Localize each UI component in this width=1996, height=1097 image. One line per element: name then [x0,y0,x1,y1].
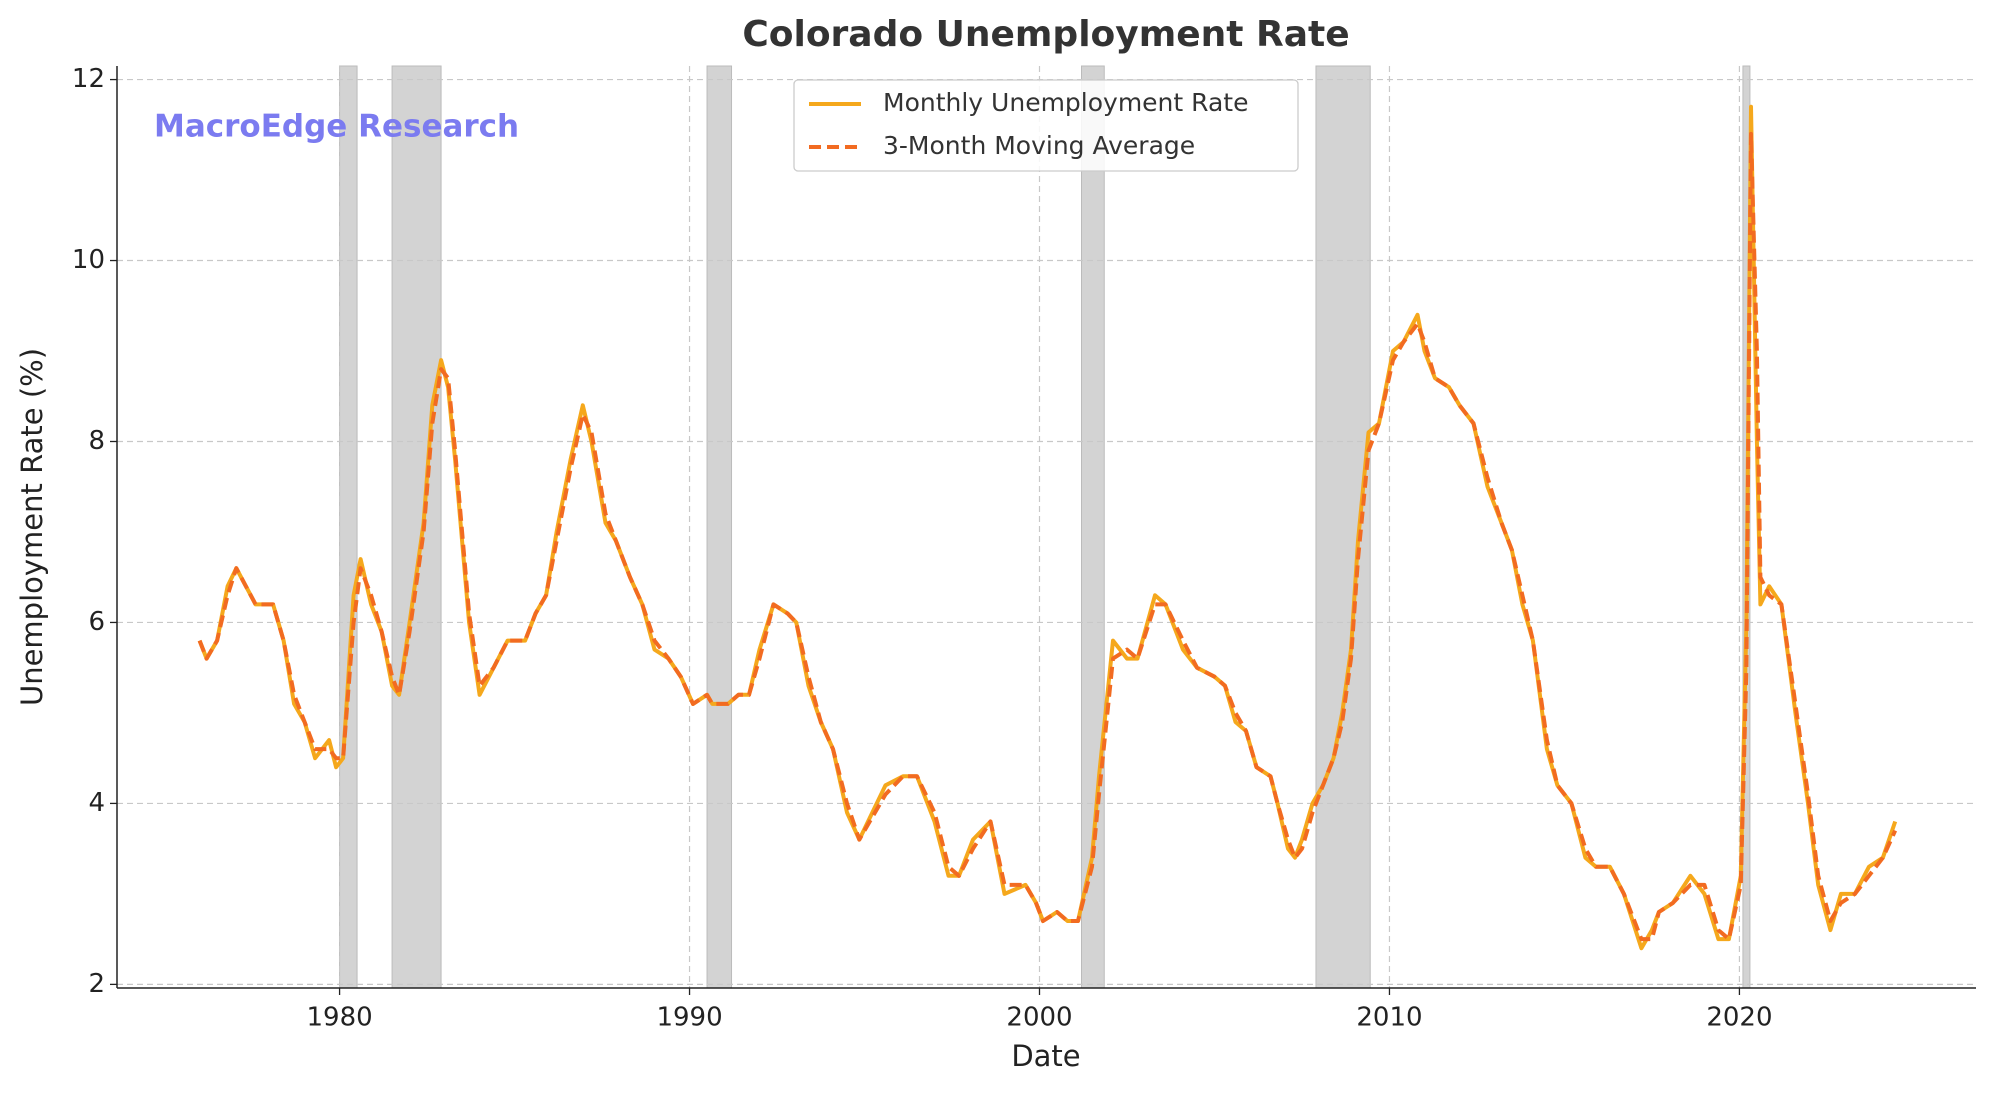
x-tick-label: 1980 [306,1003,372,1033]
y-tick-label: 8 [88,426,105,456]
legend-label: Monthly Unemployment Rate [883,88,1248,117]
x-axis-label: Date [1011,1039,1080,1073]
series-line [197,131,1898,942]
shaded-period [391,65,442,989]
y-tick-label: 4 [88,788,105,818]
y-tick-label: 12 [72,64,105,94]
chart-title: Colorado Unemployment Rate [742,14,1349,55]
y-axis-label: Unemployment Rate (%) [15,348,49,706]
y-tick-label: 2 [88,969,105,999]
x-tick-label: 2000 [1006,1003,1072,1033]
y-tick-label: 6 [88,607,105,637]
x-tick-label: 2010 [1356,1003,1422,1033]
x-tick-label: 2020 [1706,1003,1772,1033]
shaded-period [1315,65,1371,989]
legend-label: 3-Month Moving Average [883,131,1195,160]
y-tick-label: 10 [72,245,105,275]
legend-box [793,79,1299,172]
shaded-period [339,65,358,989]
shaded-period [706,65,733,989]
watermark: MacroEdge Research [154,109,519,145]
x-tick-label: 1990 [656,1003,722,1033]
